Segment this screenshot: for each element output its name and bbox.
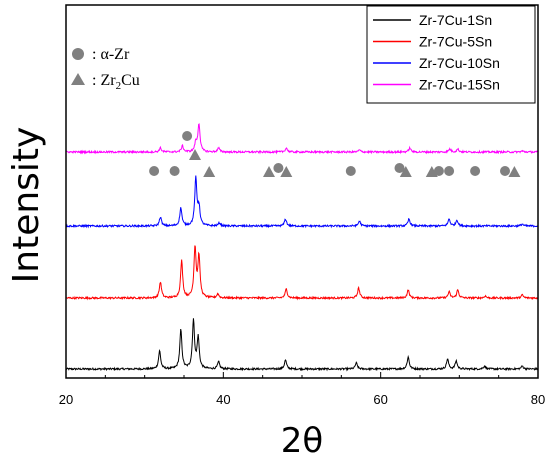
plot-content (65, 123, 539, 372)
x-axis: 20 40 60 80 (59, 372, 545, 407)
phase-marker-key: : α-Zr : Zr2Cu (71, 46, 140, 92)
zr2cu-marker (399, 166, 412, 177)
alpha-zr-marker (345, 166, 356, 176)
alpha-zr-marker (149, 166, 160, 176)
zr2cu-marker (280, 166, 293, 177)
zr2cu-marker (425, 166, 438, 177)
alpha-zr-key-label: : α-Zr (92, 46, 130, 63)
alpha-zr-marker (394, 163, 405, 173)
zr2cu-marker (263, 166, 275, 177)
phase-marker-layer (149, 131, 521, 177)
zr2cu-key-label: : Zr2Cu (92, 72, 140, 92)
legend-box (366, 5, 536, 104)
alpha-zr-marker (273, 163, 284, 173)
alpha-zr-key-circle (72, 48, 84, 60)
zr2cu-key-triangle (71, 73, 85, 85)
alpha-zr-marker (500, 166, 510, 176)
legend-label-3: Zr-7Cu-10Sn (419, 55, 500, 71)
alpha-zr-marker (444, 166, 455, 176)
legend: Zr-7Cu-1Sn Zr-7Cu-5Sn Zr-7Cu-10Sn Zr-7Cu-15… (366, 5, 536, 104)
series-line-3 (65, 175, 539, 229)
alpha-zr-marker (169, 166, 180, 176)
series-line-2 (65, 245, 539, 301)
legend-label-2: Zr-7Cu-5Sn (419, 34, 492, 50)
x-axis-title: 2θ (281, 421, 323, 461)
legend-label-4: Zr-7Cu-15Sn (419, 77, 500, 93)
x-tick-label: 60 (373, 392, 387, 407)
x-tick-label: 40 (216, 392, 230, 407)
alpha-zr-marker (433, 166, 444, 176)
legend-label-1: Zr-7Cu-1Sn (419, 12, 492, 28)
x-tick-label: 20 (59, 392, 73, 407)
x-tick-label: 80 (531, 392, 545, 407)
alpha-zr-marker (470, 166, 481, 176)
zr2cu-marker (203, 166, 216, 177)
series-line-4 (65, 123, 539, 155)
series-line-1 (65, 318, 539, 372)
zr2cu-marker (189, 149, 201, 160)
alpha-zr-marker (182, 131, 193, 141)
y-axis-title: Intensity (6, 127, 47, 284)
zr2cu-marker (508, 166, 521, 177)
